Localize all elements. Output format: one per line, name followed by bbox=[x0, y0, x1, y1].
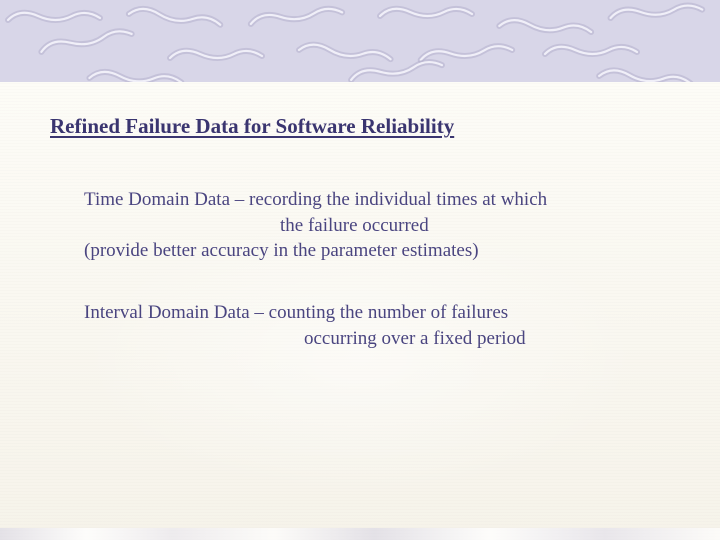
time-domain-line2: the failure occurred bbox=[84, 213, 670, 239]
decorative-bottom-band bbox=[0, 528, 720, 540]
slide-content: Refined Failure Data for Software Reliab… bbox=[0, 82, 720, 540]
decorative-header-band bbox=[0, 0, 720, 82]
interval-domain-line2: occurring over a fixed period bbox=[84, 326, 670, 352]
swirl-pattern bbox=[0, 0, 720, 82]
time-domain-section: Time Domain Data – recording the individ… bbox=[50, 187, 670, 264]
time-domain-line1: Time Domain Data – recording the individ… bbox=[84, 187, 670, 213]
time-domain-paren: (provide better accuracy in the paramete… bbox=[84, 238, 670, 264]
slide-title: Refined Failure Data for Software Reliab… bbox=[50, 114, 670, 139]
interval-domain-line1: Interval Domain Data – counting the numb… bbox=[84, 300, 670, 326]
interval-domain-section: Interval Domain Data – counting the numb… bbox=[50, 300, 670, 351]
